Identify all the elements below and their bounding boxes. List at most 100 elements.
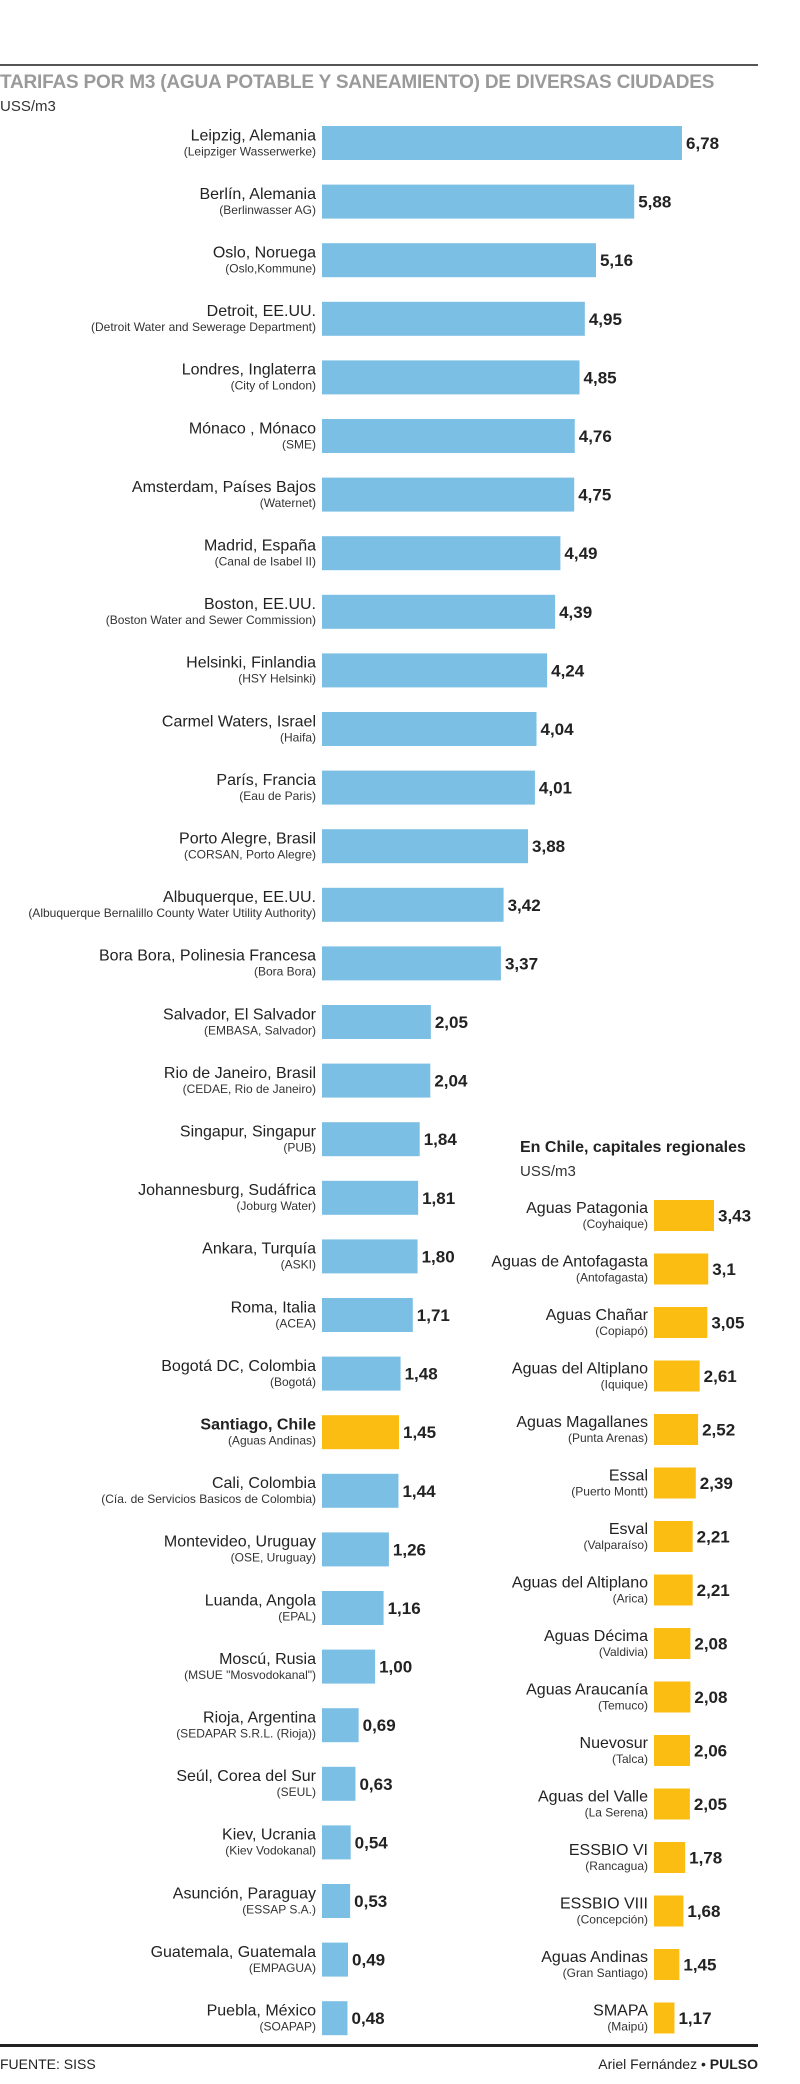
chile-category-label: Aguas Araucanía	[526, 1682, 648, 1699]
credit-brand: PULSO	[709, 2056, 758, 2072]
chile-bar	[654, 1735, 691, 1766]
world-bar	[322, 184, 635, 219]
world-value-label: 1,45	[403, 1423, 436, 1442]
world-category-label: Mónaco , Mónaco	[189, 420, 316, 437]
chile-value-label: 2,08	[694, 1635, 727, 1654]
world-category-label: Berlín, Alemania	[199, 186, 316, 203]
chile-category-sublabel: (Antofagasta)	[576, 1271, 648, 1285]
world-bar	[322, 1298, 413, 1332]
chile-category-label: Essal	[609, 1468, 648, 1485]
chile-bar	[654, 2002, 675, 2034]
world-value-label: 1,84	[424, 1130, 458, 1149]
chile-category-sublabel: (Punta Arenas)	[568, 1431, 648, 1445]
chile-category-sublabel: (Puerto Montt)	[571, 1485, 648, 1499]
world-category-sublabel: (Eau de Paris)	[239, 789, 316, 803]
chile-bar	[654, 1253, 709, 1285]
world-value-label: 3,37	[505, 954, 538, 973]
world-category-label: Rio de Janeiro, Brasil	[164, 1065, 316, 1082]
chile-bar	[654, 1307, 708, 1338]
chile-bar	[654, 1360, 700, 1392]
world-bar	[322, 712, 537, 746]
world-value-label: 6,78	[686, 134, 719, 153]
unit-label: USS/m3	[0, 98, 56, 115]
world-category-sublabel: (EMBASA, Salvador)	[204, 1023, 316, 1037]
world-category-sublabel: (Haifa)	[280, 730, 316, 744]
world-category-label: Kiev, Ucrania	[222, 1827, 316, 1844]
world-category-sublabel: (EMPAGUA)	[249, 1961, 316, 1975]
world-category-label: Leipzig, Alemania	[191, 127, 317, 144]
chile-bar	[654, 1681, 691, 1713]
world-bar	[322, 1473, 399, 1508]
chile-category-sublabel: (Maipú)	[607, 2020, 648, 2034]
world-bar	[322, 1415, 399, 1450]
world-bar	[322, 1591, 384, 1625]
world-bar	[322, 1766, 356, 1801]
chile-category-sublabel: (Temuco)	[598, 1699, 648, 1713]
world-category-sublabel: (Canal de Isabel II)	[215, 554, 316, 568]
world-value-label: 1,26	[393, 1540, 426, 1559]
world-value-label: 1,71	[417, 1306, 450, 1325]
world-value-label: 1,44	[402, 1482, 436, 1501]
world-category-sublabel: (CEDAE, Rio de Janeiro)	[183, 1082, 316, 1096]
world-bar	[322, 1532, 389, 1567]
world-bar	[322, 887, 504, 922]
chile-category-label: Aguas Magallanes	[516, 1414, 648, 1431]
world-value-label: 4,24	[551, 661, 585, 680]
world-value-label: 1,00	[379, 1658, 412, 1677]
world-category-label: Oslo, Noruega	[213, 244, 316, 261]
chile-category-sublabel: (Iquique)	[601, 1378, 648, 1392]
world-category-label: Seúl, Corea del Sur	[176, 1768, 316, 1785]
world-value-label: 3,42	[508, 896, 541, 915]
chile-value-label: 3,1	[712, 1260, 736, 1279]
chile-category-label: Aguas Chañar	[546, 1307, 649, 1324]
world-value-label: 4,39	[559, 603, 592, 622]
world-category-label: Moscú, Rusia	[219, 1651, 316, 1668]
chile-value-label: 2,08	[694, 1688, 727, 1707]
top-rule	[0, 64, 758, 66]
world-bar	[322, 770, 535, 805]
world-category-label: París, Francia	[216, 772, 316, 789]
chart-title: TARIFAS POR M3 (AGUA POTABLE Y SANEAMIEN…	[0, 72, 715, 93]
world-category-sublabel: (Joburg Water)	[236, 1199, 316, 1213]
chile-category-sublabel: (Copiapó)	[595, 1324, 648, 1338]
chile-bar	[654, 1521, 693, 1552]
world-bar	[322, 1884, 351, 1918]
chile-category-label: Aguas del Altiplano	[512, 1575, 648, 1592]
world-category-sublabel: (OSE, Uruguay)	[231, 1551, 316, 1565]
world-category-sublabel: (Detroit Water and Sewerage Department)	[91, 320, 316, 334]
chile-value-label: 1,45	[683, 1956, 716, 1975]
world-bar	[322, 1180, 419, 1215]
world-bar	[322, 1239, 418, 1274]
world-category-sublabel: (Bogotá)	[270, 1375, 316, 1389]
world-category-label: Roma, Italia	[231, 1299, 316, 1316]
world-category-sublabel: (Leipziger Wasserwerke)	[184, 144, 316, 158]
world-value-label: 4,01	[539, 779, 572, 798]
chile-category-sublabel: (Valparaíso)	[584, 1538, 648, 1552]
world-category-sublabel: (MSUE "Mosvodokanal")	[184, 1668, 316, 1682]
world-category-sublabel: (Albuquerque Bernalillo County Water Uti…	[28, 906, 316, 920]
world-category-label: Albuquerque, EE.UU.	[163, 889, 316, 906]
world-value-label: 0,54	[355, 1833, 389, 1852]
chile-category-sublabel: (Concepción)	[577, 1913, 648, 1927]
chile-category-sublabel: (La Serena)	[585, 1806, 648, 1820]
world-category-label: Santiago, Chile	[200, 1416, 316, 1433]
chile-value-label: 2,21	[697, 1581, 730, 1600]
world-category-sublabel: (SOAPAP)	[260, 2019, 316, 2033]
world-category-sublabel: (HSY Helsinki)	[238, 672, 316, 686]
chile-category-label: Aguas del Altiplano	[512, 1361, 648, 1378]
world-bar	[322, 653, 548, 688]
chile-bar	[654, 1788, 690, 1820]
world-bar	[322, 594, 556, 629]
chile-bar	[654, 1574, 693, 1606]
world-bar	[322, 946, 501, 981]
chile-unit-label: USS/m3	[520, 1163, 576, 1180]
credit: Ariel Fernández • PULSO	[598, 2056, 758, 2072]
world-category-label: Amsterdam, Países Bajos	[132, 479, 316, 496]
world-value-label: 4,85	[584, 368, 617, 387]
world-bar	[322, 536, 561, 571]
chile-value-label: 2,61	[704, 1367, 737, 1386]
world-category-sublabel: (Kiev Vodokanal)	[225, 1844, 316, 1858]
world-category-label: Luanda, Angola	[205, 1592, 316, 1609]
source-note: FUENTE: SISS	[0, 2056, 96, 2072]
world-bar	[322, 2001, 348, 2036]
